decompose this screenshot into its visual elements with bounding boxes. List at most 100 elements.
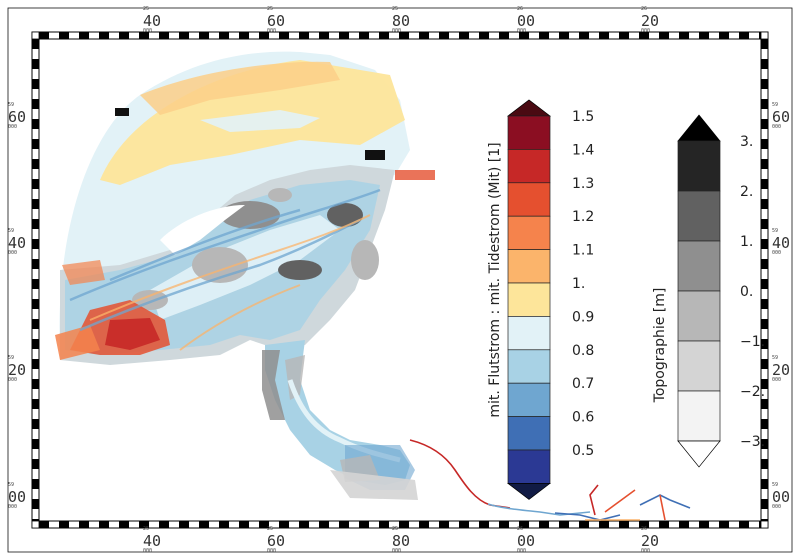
- border-segment: [639, 32, 649, 39]
- border-segment: [59, 32, 69, 39]
- border-segment: [519, 32, 529, 39]
- tick-minor-label: 25: [267, 6, 273, 12]
- border-segment: [479, 32, 489, 39]
- border-segment: [761, 319, 768, 329]
- tick-major-label: 20: [8, 361, 26, 379]
- border-segment: [639, 521, 649, 528]
- border-segment: [499, 521, 509, 528]
- border-segment: [32, 159, 39, 169]
- tick-major-label: 80: [392, 12, 410, 30]
- tick-major-label: 20: [641, 532, 659, 550]
- border-segment: [659, 32, 669, 39]
- channel-streaks: [69, 188, 381, 332]
- border-segment: [379, 32, 389, 39]
- border-segment: [761, 219, 768, 229]
- border-segment: [39, 521, 49, 528]
- border-segment: [761, 79, 768, 89]
- border-segment: [479, 521, 489, 528]
- border-segment: [761, 399, 768, 409]
- border-segment: [79, 32, 89, 39]
- border-segment: [219, 521, 229, 528]
- border-segment: [139, 32, 149, 39]
- border-segment: [319, 521, 329, 528]
- border-segment: [32, 199, 39, 209]
- tick-minor-label: 25: [143, 6, 149, 12]
- border-corner: [31, 31, 40, 40]
- border-segment: [32, 179, 39, 189]
- border-segment: [399, 32, 409, 39]
- frame-outer: [7, 7, 793, 553]
- border-segment: [439, 32, 449, 39]
- tick-sub-label: 000: [772, 124, 781, 130]
- colorbar-tick-label: 1.: [572, 276, 585, 292]
- colorbar-segment: [507, 349, 551, 384]
- colorbar-tick-label: 1.4: [572, 142, 594, 158]
- border-segment: [699, 521, 709, 528]
- tick-sub-label: 000: [517, 28, 526, 34]
- border-segment: [761, 119, 768, 129]
- tick-minor-label: 25: [143, 526, 149, 532]
- coordinate-tick-labels: 2500040250006025000802600000260002025000…: [8, 6, 790, 554]
- border-segment: [32, 319, 39, 329]
- colorbar-segment: [507, 249, 551, 284]
- tick-minor-label: 25: [392, 6, 398, 12]
- colorbar-tick-label: 1.2: [572, 209, 594, 225]
- border-segment: [32, 39, 39, 49]
- border-segment: [761, 519, 768, 521]
- border-segment: [199, 32, 209, 39]
- border-segment: [761, 39, 768, 49]
- border-segment: [579, 521, 589, 528]
- border-segment: [32, 59, 39, 69]
- border-segment: [32, 219, 39, 229]
- border-segment: [59, 521, 69, 528]
- border-segment: [32, 99, 39, 109]
- colorbar-topography: 3. 2. 1. 0. −1. −2. −3.: [677, 114, 765, 468]
- border-segment: [761, 259, 768, 269]
- island: [160, 205, 245, 255]
- border-segment: [119, 32, 129, 39]
- border-segment: [99, 32, 109, 39]
- border-segment: [32, 359, 39, 369]
- sandbank: [327, 203, 363, 227]
- tick-sub-label: 000: [267, 28, 276, 34]
- border-segment: [761, 279, 768, 289]
- colorbar-segment: [507, 449, 551, 484]
- tick-minor-label: 25: [392, 526, 398, 532]
- border-segment: [761, 419, 768, 429]
- border-segment: [761, 499, 768, 509]
- colorbar-segment: [677, 240, 721, 292]
- tick-sub-label: 000: [8, 377, 17, 383]
- tick-sub-label: 000: [8, 504, 17, 510]
- border-segment: [199, 521, 209, 528]
- tick-minor-label: 59: [8, 102, 14, 108]
- border-segment: [119, 521, 129, 528]
- tick-minor-label: 59: [8, 355, 14, 361]
- tick-major-label: 00: [517, 12, 535, 30]
- border-segment: [32, 139, 39, 149]
- border-segment: [359, 521, 369, 528]
- hotspot-dark-red: [105, 318, 160, 350]
- colorbar-segment: [507, 182, 551, 217]
- border-segment: [32, 499, 39, 509]
- colorbar-segment: [507, 115, 551, 150]
- tick-minor-label: 59: [772, 228, 778, 234]
- border-segment: [719, 32, 729, 39]
- colorbar-segment: [507, 282, 551, 317]
- colorbar-tick-label: −2.: [740, 384, 765, 400]
- border-segment: [319, 32, 329, 39]
- border-segment: [32, 79, 39, 89]
- tick-sub-label: 000: [8, 124, 17, 130]
- border-segment: [761, 59, 768, 69]
- border-segment: [761, 159, 768, 169]
- sea-band-light: [200, 110, 320, 132]
- tick-major-label: 00: [772, 488, 790, 506]
- border-segment: [279, 32, 289, 39]
- colorbar-tick-label: 1.5: [572, 109, 594, 125]
- colorbar-tick-label: 0.7: [572, 376, 594, 392]
- border-segment: [579, 32, 589, 39]
- border-segment: [761, 99, 768, 109]
- tick-sub-label: 000: [8, 250, 17, 256]
- border-corner: [760, 520, 769, 529]
- colorbar-topography-title: Topographie [m]: [652, 288, 668, 404]
- border-segment: [399, 521, 409, 528]
